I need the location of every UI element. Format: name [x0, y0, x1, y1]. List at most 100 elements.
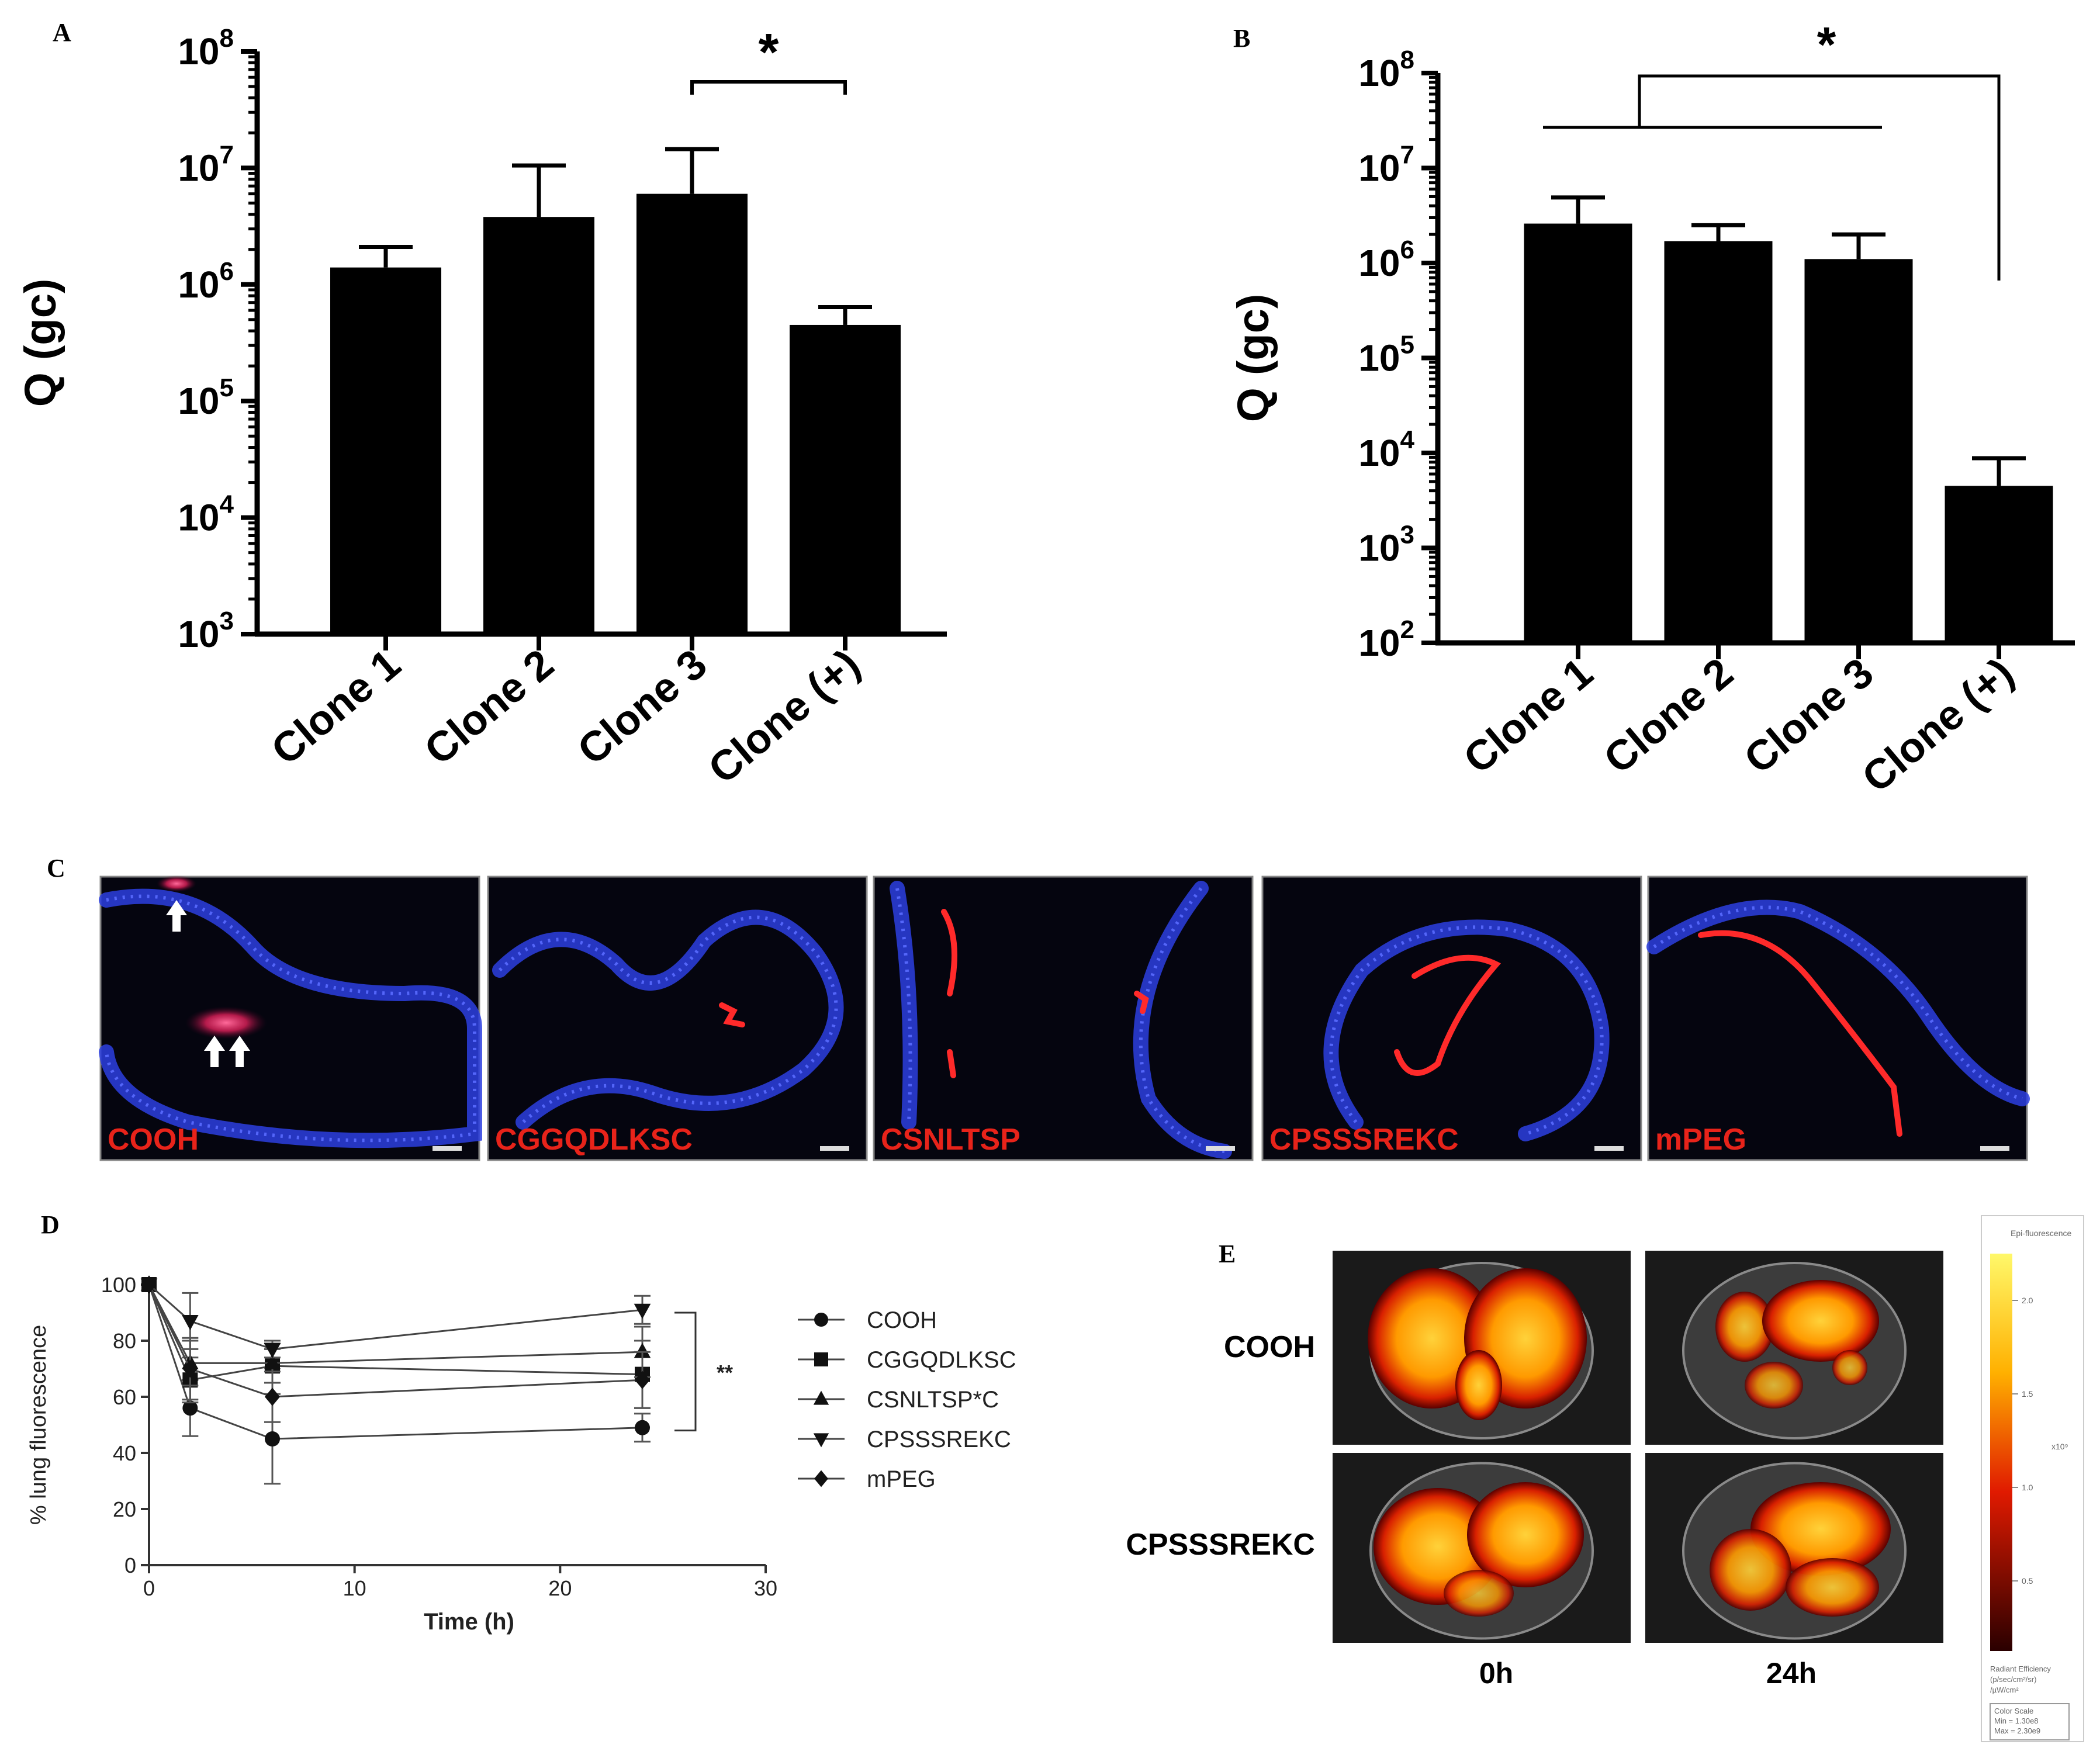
y-axis-label: % lung fluorescence [26, 1325, 51, 1525]
colorbar-title: Epi-fluorescence [2011, 1228, 2071, 1238]
tissue-nuclei-stain [99, 888, 482, 1148]
significance-mark: * [758, 23, 779, 82]
legend-marker [814, 1313, 828, 1327]
micrograph-tile: CPSSSREKC [1261, 875, 1642, 1161]
tile-label: CPSSSREKC [1269, 1123, 1459, 1157]
bar [1664, 241, 1773, 643]
arrow-icon [166, 900, 187, 932]
scale-bar [1206, 1146, 1235, 1151]
arrow-icon [229, 1036, 250, 1067]
panel-label-d: D [41, 1210, 60, 1239]
nanoparticle-signal [941, 909, 1149, 1078]
ivis-cell [1645, 1251, 1943, 1445]
data-point [182, 1315, 199, 1330]
category-label: Clone 1 [1455, 649, 1602, 783]
legend-marker [814, 1470, 828, 1487]
nanoparticle-signal [719, 1002, 745, 1027]
panel-c: C COOH CGGQDLKSC CSNLTSP CPSSSREKC mPEG [47, 854, 2030, 1161]
tile-background [487, 875, 868, 1161]
colorbar-unit: x10⁹ [2051, 1442, 2068, 1451]
colorbar-tick-label: 0.5 [2022, 1576, 2033, 1586]
panel-a: A 103 104 105 106 107 108 Q (gc) Clone 1 Clone 2… [16, 18, 947, 793]
category-label: Clone (+) [700, 641, 869, 793]
y-tick-label: 104 [178, 490, 234, 539]
y-tick-label: 103 [178, 607, 234, 655]
data-point [635, 1371, 650, 1389]
panel-e: E COOH CPSSSREKC 0h 24h Epi-fluorescence 2.0 1… [1126, 1215, 2084, 1742]
panel-label-c: C [47, 854, 65, 883]
category-label: Clone 2 [416, 641, 563, 774]
ivis-cell [1333, 1453, 1631, 1643]
tile-background [1261, 875, 1642, 1161]
fluorescence-signal [1832, 1350, 1867, 1385]
y-tick-label: 105 [1358, 331, 1414, 379]
ivis-cell [1645, 1453, 1943, 1643]
series-line [148, 1284, 643, 1364]
data-point [264, 1343, 281, 1358]
colorbar-tick-label: 1.5 [2022, 1389, 2033, 1399]
y-tick-label: 108 [1358, 46, 1414, 94]
x-tick-label: 0 [143, 1576, 155, 1600]
y-tick-label: 80 [113, 1329, 136, 1353]
data-point [182, 1400, 198, 1416]
x-tick-label: 10 [343, 1576, 366, 1600]
nuclei-dots [1329, 925, 1604, 1136]
y-tick-label: 20 [113, 1497, 136, 1521]
series-line [148, 1284, 643, 1398]
y-tick-label: 107 [178, 140, 234, 189]
colorbar-tick-label: 2.0 [2022, 1296, 2033, 1305]
micrograph-tile: mPEG [1646, 875, 2030, 1161]
colorbar-tick-label: 1.0 [2022, 1483, 2033, 1492]
y-tick-label: 100 [101, 1273, 136, 1297]
data-point [265, 1387, 280, 1406]
significance-mark: ** [717, 1361, 733, 1385]
panel-label-e: E [1219, 1240, 1236, 1268]
tile-background [873, 875, 1254, 1161]
scale-bar [1980, 1146, 2009, 1151]
colorbar [1990, 1254, 2012, 1651]
scale-bar [820, 1146, 849, 1151]
legend-label: mPEG [867, 1466, 936, 1492]
legend-label: CGGQDLKSC [867, 1347, 1016, 1373]
data-point [182, 1359, 198, 1378]
ivis-images: COOH CPSSSREKC 0h 24h Epi-fluorescence 2.0 1.5… [1126, 1215, 2084, 1742]
signal-spot [157, 875, 196, 892]
arrow-icon [204, 1036, 225, 1067]
y-tick-label: 106 [1358, 236, 1414, 284]
chart-d: 0 20 40 60 80 100 0 10 20 30 Time (h) % lung fluore… [26, 1273, 1016, 1635]
significance-bracket [690, 80, 847, 95]
fluorescence-signal [1444, 1570, 1514, 1617]
y-tick-label: 104 [1358, 425, 1414, 474]
micrograph-tile: CGGQDLKSC [487, 875, 868, 1161]
series-cggqdlksc [141, 1277, 651, 1409]
legend-label: CPSSSREKC [867, 1427, 1011, 1452]
series-mpeg [141, 1275, 651, 1423]
nanoparticle-signal [1698, 930, 1902, 1137]
series-line [148, 1283, 643, 1350]
colorbar-footer: Radiant Efficiency [1990, 1664, 2051, 1673]
colorbar-footer: (p/sec/cm²/sr) [1990, 1675, 2036, 1684]
ivis-cell [1333, 1251, 1631, 1445]
tile-label: COOH [108, 1123, 199, 1157]
significance-bracket [674, 1311, 697, 1432]
fluorescence-signal [1786, 1558, 1879, 1617]
panel-d: D 0 20 40 60 80 100 0 10 20 30 Time (h) % lung fluo… [26, 1210, 1016, 1635]
series-line [148, 1284, 643, 1440]
micrograph-tile: COOH [99, 875, 482, 1161]
column-label: 0h [1479, 1657, 1513, 1690]
micrograph-row: COOH CGGQDLKSC CSNLTSP CPSSSREKC mPEG [99, 875, 2030, 1161]
panel-label-a: A [53, 18, 71, 47]
category-label: Clone 3 [569, 641, 716, 774]
tile-label: CGGQDLKSC [495, 1123, 693, 1157]
y-tick-label: 108 [178, 24, 234, 72]
micrograph-tile: CSNLTSP [873, 875, 1254, 1161]
color-scale-box [1990, 1703, 2070, 1740]
nanoparticle-signal [1394, 954, 1502, 1076]
data-point [634, 1303, 651, 1319]
y-tick-label: 106 [178, 257, 234, 306]
legend-marker [813, 1433, 829, 1448]
